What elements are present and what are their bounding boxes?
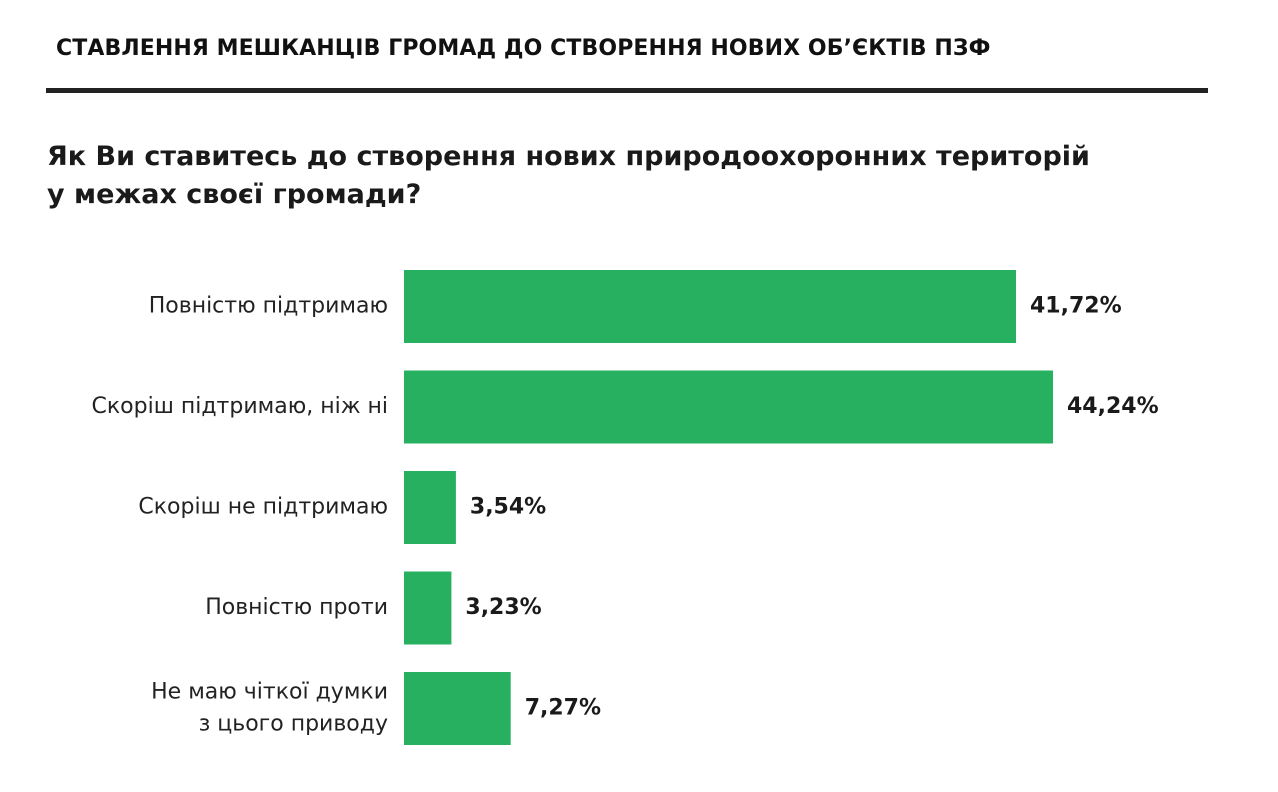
bar-3 xyxy=(404,471,456,544)
category-label-line: з цього приводу xyxy=(199,712,388,737)
category-label-line: Скоріш підтримаю, ніж ні xyxy=(92,394,388,419)
category-label-5: Не маю чіткої думки з цього приводу xyxy=(151,680,388,737)
category-label-4: Повністю проти xyxy=(205,595,388,620)
value-label-5: 7,27% xyxy=(525,696,601,721)
value-label-1: 41,72% xyxy=(1030,294,1122,319)
category-label-line: Повністю підтримаю xyxy=(149,294,388,319)
category-label-line: Не маю чіткої думки xyxy=(151,680,388,705)
category-label-3: Скоріш не підтримаю xyxy=(138,495,388,520)
chart-question: Як Ви ставитесь до створення нових приро… xyxy=(47,138,1197,214)
bar-5 xyxy=(404,672,511,745)
bar-2 xyxy=(404,370,1053,444)
category-label-line: Скоріш не підтримаю xyxy=(138,495,388,520)
bar-1 xyxy=(404,270,1016,343)
question-line-1: Як Ви ставитесь до створення нових приро… xyxy=(47,141,1090,172)
category-label-1: Повністю підтримаю xyxy=(149,294,388,319)
bar-4 xyxy=(404,571,452,645)
question-line-2: у межах своєї громади? xyxy=(47,179,422,210)
category-label-line: Повністю проти xyxy=(205,595,388,620)
section-title: СТАВЛЕННЯ МЕШКАНЦІВ ГРОМАД ДО СТВОРЕННЯ … xyxy=(56,36,991,61)
value-label-3: 3,54% xyxy=(470,495,546,520)
value-label-2: 44,24% xyxy=(1067,394,1159,419)
title-rule xyxy=(46,88,1208,93)
category-label-2: Скоріш підтримаю, ніж ні xyxy=(92,394,388,419)
value-label-4: 3,23% xyxy=(465,595,541,620)
